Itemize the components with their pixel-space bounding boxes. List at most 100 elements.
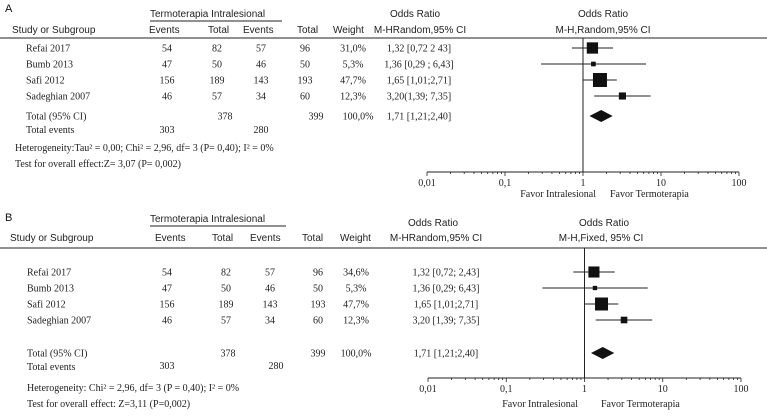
panel-a-total-events-e2: 280 bbox=[254, 125, 269, 136]
panel-a-favor-left: Favor Intralesional bbox=[520, 189, 596, 200]
events-treatment: 156 bbox=[160, 300, 175, 311]
study-name: Safi 2012 bbox=[27, 300, 66, 311]
panel-b-total2-header: Total bbox=[302, 233, 323, 244]
panel-b-group-header: Termoterapia Intralesional bbox=[150, 214, 265, 225]
events-control: 34 bbox=[256, 92, 266, 103]
total-odds-ratio-ci: 1,71 [1,21;2,40] bbox=[387, 112, 451, 123]
total-control: 60 bbox=[300, 92, 310, 103]
study-weight: 5,3% bbox=[343, 60, 364, 71]
axis-tick-label: 0,1 bbox=[499, 178, 512, 189]
total-control: 96 bbox=[300, 44, 310, 55]
panel-b-or-title: Odds Ratio bbox=[408, 218, 458, 229]
panel-b-rows: Refai 2017 54 82 57 96 34,6% 1,32 [0,72; 2,43]… bbox=[27, 248, 653, 378]
total-control: 60 bbox=[313, 316, 323, 327]
panel-a-weight-header: Weight bbox=[333, 25, 364, 36]
panel-b-axis-ticks: 0,01 0,1 1 10 100 bbox=[419, 378, 749, 395]
axis-tick-label: 100 bbox=[732, 178, 747, 189]
axis-tick-label: 0,1 bbox=[500, 384, 513, 395]
events-treatment: 46 bbox=[162, 92, 172, 103]
panel-a-total-events-label: Total events bbox=[26, 125, 75, 136]
events-control: 46 bbox=[256, 60, 266, 71]
panel-b-study-header: Study or Subgroup bbox=[10, 233, 94, 244]
total-control-sum: 399 bbox=[309, 112, 324, 123]
study-point-square bbox=[586, 42, 599, 54]
study-weight: 5,3% bbox=[346, 284, 367, 295]
panel-b-favor-left: Favor Intralesional bbox=[502, 399, 578, 410]
total-control: 193 bbox=[311, 300, 326, 311]
events-control: 57 bbox=[265, 268, 275, 279]
panel-b-weight-header: Weight bbox=[340, 233, 371, 244]
axis-tick-label: 1 bbox=[582, 384, 587, 395]
panel-b-heterogeneity: Heterogeneity: Chi² = 2,96, df= 3 (P = 0… bbox=[27, 383, 239, 394]
odds-ratio-ci: 3,20(1,39; 7,35] bbox=[387, 92, 451, 103]
events-treatment: 47 bbox=[162, 60, 172, 71]
odds-ratio-ci: 1,36 [0,29; 6,43] bbox=[413, 284, 480, 295]
total-treatment: 82 bbox=[221, 268, 231, 279]
panel-b-label: B bbox=[5, 212, 12, 224]
odds-ratio-ci: 1,36 [0,29 ; 6,43] bbox=[384, 60, 453, 71]
pooled-diamond bbox=[589, 110, 613, 122]
events-treatment: 54 bbox=[162, 44, 172, 55]
events-control: 57 bbox=[256, 44, 266, 55]
panel-b-overall-effect: Test for overall effect: Z=3,11 (P=0,002… bbox=[27, 399, 190, 410]
study-name: Sadeghian 2007 bbox=[26, 92, 90, 103]
study-point-square bbox=[591, 61, 596, 67]
odds-ratio-ci: 1,65 [1,01;2,71] bbox=[414, 300, 478, 311]
study-name: Sadeghian 2007 bbox=[27, 316, 91, 327]
panel-b-total-events-e1: 303 bbox=[160, 361, 175, 372]
panel-a-total2-header: Total bbox=[297, 25, 318, 36]
panel-b: B Termoterapia Intralesional Odds Ratio … bbox=[0, 212, 767, 410]
total-treatment: 50 bbox=[212, 60, 222, 71]
study-name: Safi 2012 bbox=[26, 76, 65, 87]
study-weight: 47,7% bbox=[343, 300, 369, 311]
panel-a-rows: Refai 2017 54 82 57 96 31,0% 1,32 [0,72 2 43] B… bbox=[26, 38, 651, 172]
study-point-square bbox=[618, 92, 626, 100]
axis-tick-label: 0,01 bbox=[418, 178, 436, 189]
panel-b-events1-header: Events bbox=[155, 233, 186, 244]
panel-a-label: A bbox=[5, 3, 13, 15]
panel-b-plot-title: Odds Ratio bbox=[579, 218, 629, 229]
study-point-square bbox=[592, 73, 607, 87]
total-control: 96 bbox=[313, 268, 323, 279]
study-point-square bbox=[620, 316, 628, 324]
study-point-square bbox=[592, 285, 598, 291]
total-label: Total (95% CI) bbox=[27, 349, 87, 360]
total-control: 50 bbox=[313, 284, 323, 295]
axis-tick-label: 1 bbox=[581, 178, 586, 189]
panel-a-group-header: Termoterapia Intralesional bbox=[150, 9, 265, 20]
panel-a-events1-header: Events bbox=[149, 25, 180, 36]
total-weight: 100,0% bbox=[343, 112, 374, 123]
total-treatment-sum: 378 bbox=[221, 349, 236, 360]
study-weight: 47,7% bbox=[340, 76, 366, 87]
events-treatment: 156 bbox=[160, 76, 175, 87]
total-odds-ratio-ci: 1,71 [1,21;2,40] bbox=[414, 349, 478, 360]
total-control: 50 bbox=[300, 60, 310, 71]
panel-a-events2-header: Events bbox=[243, 25, 274, 36]
total-treatment: 189 bbox=[219, 300, 234, 311]
panel-a-study-header: Study or Subgroup bbox=[12, 25, 96, 36]
panel-a-or-method: M-HRandom,95% CI bbox=[374, 25, 466, 36]
total-label: Total (95% CI) bbox=[26, 112, 86, 123]
panel-a-plot-title: Odds Ratio bbox=[578, 9, 628, 20]
pooled-diamond bbox=[590, 347, 615, 359]
odds-ratio-ci: 1,32 [0,72; 2,43] bbox=[413, 268, 480, 279]
panel-b-favor-right: Favor Termoterapia bbox=[601, 399, 680, 410]
total-control-sum: 399 bbox=[311, 349, 326, 360]
panel-a-plot-method: M-H,Random,95% CI bbox=[555, 25, 650, 36]
odds-ratio-ci: 1,65 [1,01;2,71] bbox=[387, 76, 451, 87]
events-treatment: 47 bbox=[162, 284, 172, 295]
panel-a-total-events-e1: 303 bbox=[160, 125, 175, 136]
events-control: 143 bbox=[263, 300, 278, 311]
study-name: Bumb 2013 bbox=[27, 284, 74, 295]
panel-b-plot-method: M-H,Fixed, 95% CI bbox=[559, 233, 643, 244]
panel-a-favor-right: Favor Termoterapia bbox=[610, 189, 689, 200]
study-weight: 31,0% bbox=[340, 44, 366, 55]
odds-ratio-ci: 3,20 [1,39; 7,35] bbox=[413, 316, 480, 327]
panel-b-total-events-label: Total events bbox=[27, 362, 76, 373]
total-treatment: 57 bbox=[212, 92, 222, 103]
panel-b-events2-header: Events bbox=[250, 233, 281, 244]
events-control: 46 bbox=[265, 284, 275, 295]
study-name: Bumb 2013 bbox=[26, 60, 73, 71]
